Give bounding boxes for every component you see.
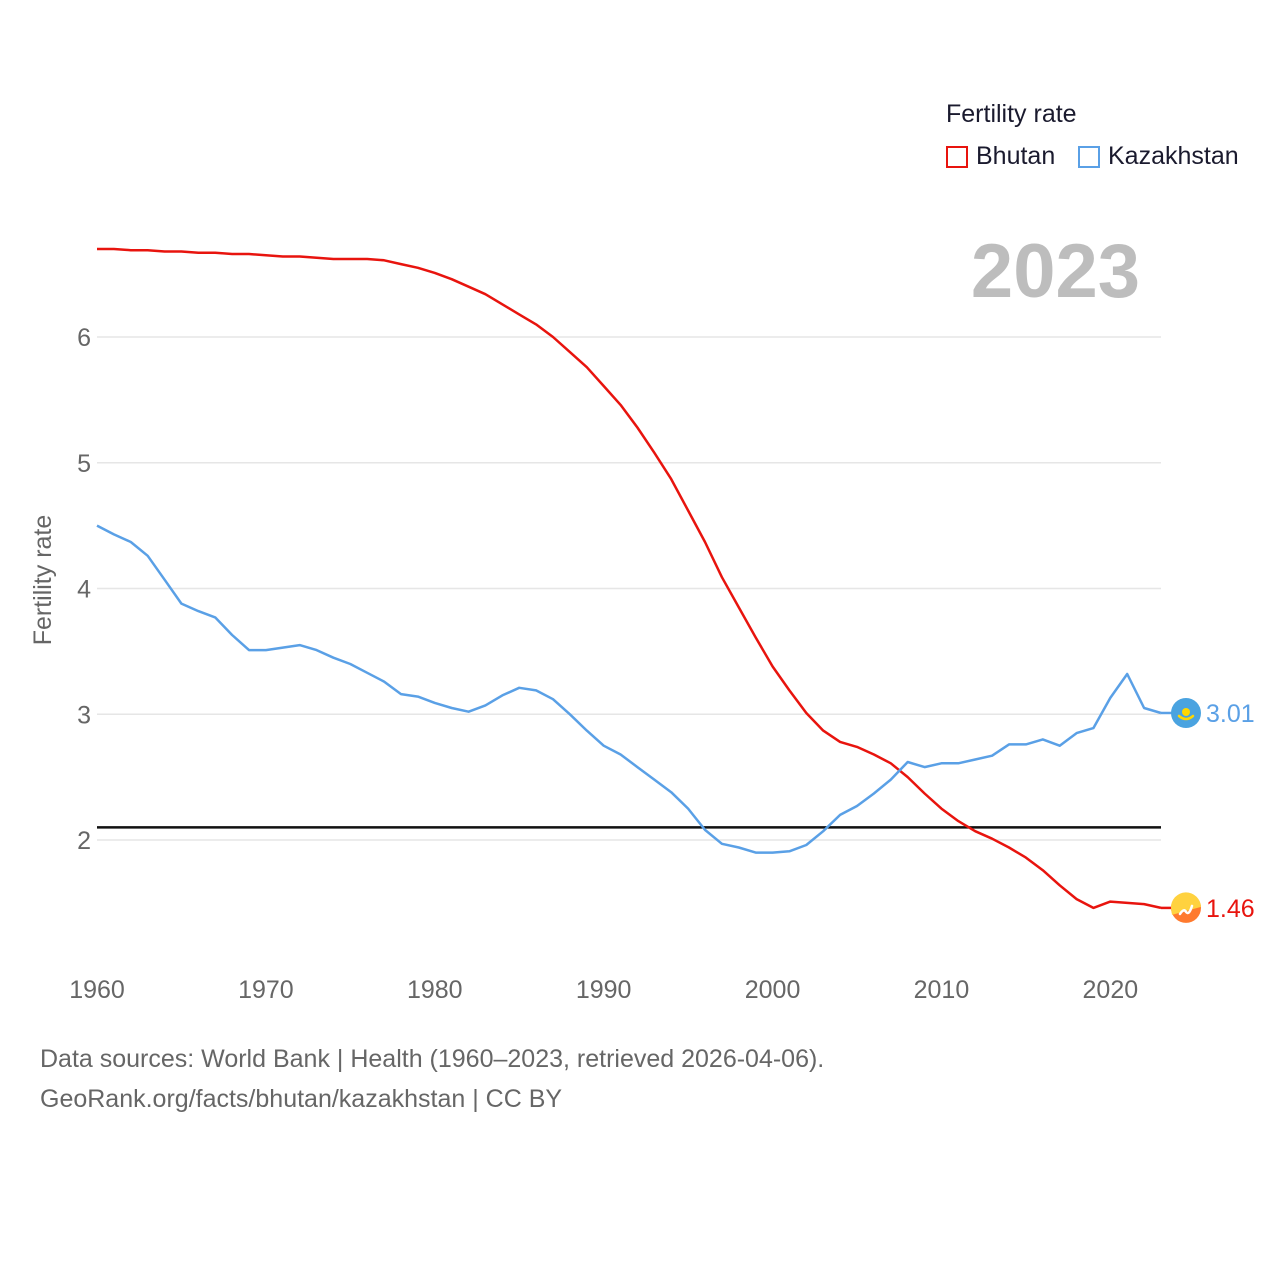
x-tick-label: 2010 xyxy=(914,976,970,1004)
legend-swatch-bhutan xyxy=(946,145,968,168)
legend-title: Fertility rate xyxy=(946,100,1077,128)
y-tick-label: 4 xyxy=(77,576,91,604)
x-tick-label: 1980 xyxy=(407,976,463,1004)
series-line-kazakhstan xyxy=(96,524,1162,854)
end-markers: 1.46 3.01 xyxy=(1161,697,1255,923)
y-tick-label: 2 xyxy=(77,827,91,855)
source-line-1: Data sources: World Bank | Health (1960–… xyxy=(40,1045,825,1073)
legend-swatch-kazakhstan xyxy=(1078,145,1100,168)
y-tick-label: 3 xyxy=(77,701,91,729)
series-lines xyxy=(96,247,1162,910)
source-line-2[interactable]: GeoRank.org/facts/bhutan/kazakhstan | CC… xyxy=(40,1085,563,1113)
x-tick-label: 1990 xyxy=(576,976,632,1004)
y-tick-label: 5 xyxy=(77,450,91,478)
bhutan-flag-icon xyxy=(1170,892,1201,923)
x-tick-label: 1960 xyxy=(69,976,125,1004)
x-tick-label: 2020 xyxy=(1083,976,1139,1004)
y-tick-labels: 2 3 4 5 6 xyxy=(77,324,91,855)
y-tick-label: 6 xyxy=(77,324,91,352)
x-tick-labels: 1960 1970 1980 1990 2000 2010 2020 xyxy=(69,976,1138,1004)
x-tick-label: 1970 xyxy=(238,976,294,1004)
end-label-bhutan: 1.46 xyxy=(1206,895,1255,923)
kazakhstan-flag-icon xyxy=(1171,697,1201,728)
x-tick-label: 2000 xyxy=(745,976,801,1004)
legend-item-kazakhstan[interactable]: Kazakhstan xyxy=(1078,142,1239,171)
legend-label-bhutan: Bhutan xyxy=(976,142,1056,170)
gridlines xyxy=(97,336,1161,841)
legend-label-kazakhstan: Kazakhstan xyxy=(1108,142,1239,170)
y-axis-label: Fertility rate xyxy=(29,515,57,646)
legend-item-bhutan[interactable]: Bhutan xyxy=(946,142,1055,171)
series-line-bhutan xyxy=(97,247,1162,910)
year-label: 2023 xyxy=(970,229,1140,314)
end-label-kazakhstan: 3.01 xyxy=(1206,700,1255,728)
